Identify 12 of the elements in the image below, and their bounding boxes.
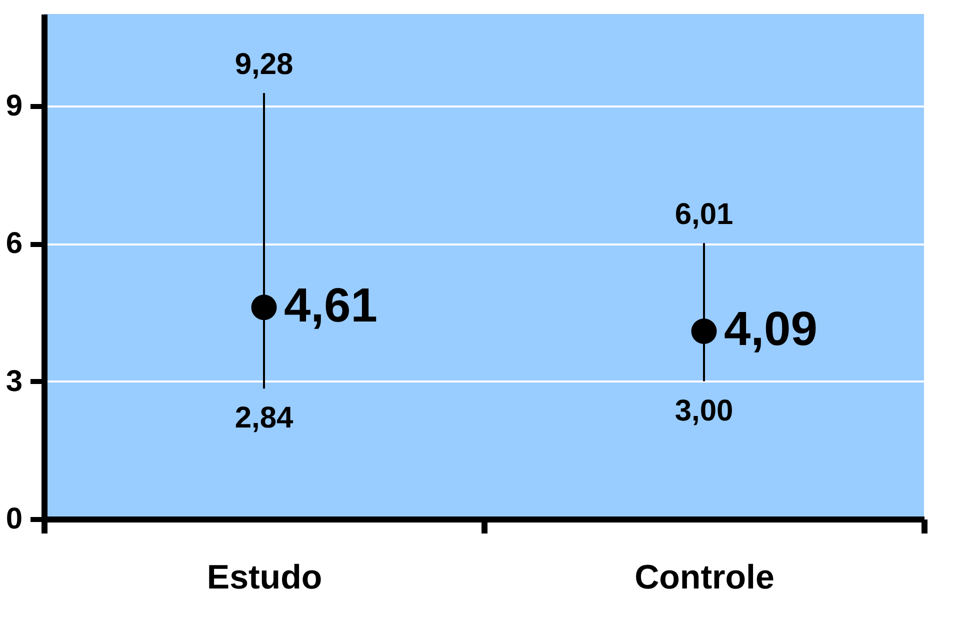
annotation: 9,28 <box>234 48 294 81</box>
y-tick-label: 3 <box>6 364 22 398</box>
annotation: 6,01 <box>674 198 734 232</box>
x-tick-label: Controle <box>634 558 774 596</box>
data-label: 4,09 <box>724 303 818 356</box>
x-tick-label: Estudo <box>206 558 322 596</box>
y-tick-label: 0 <box>6 502 22 536</box>
annotation: 2,84 <box>234 402 294 435</box>
y-tick-label: 6 <box>6 227 22 260</box>
data-label: 4,61 <box>284 279 378 332</box>
y-tick-label: 9 <box>6 89 22 122</box>
annotation: 3,00 <box>674 394 734 428</box>
